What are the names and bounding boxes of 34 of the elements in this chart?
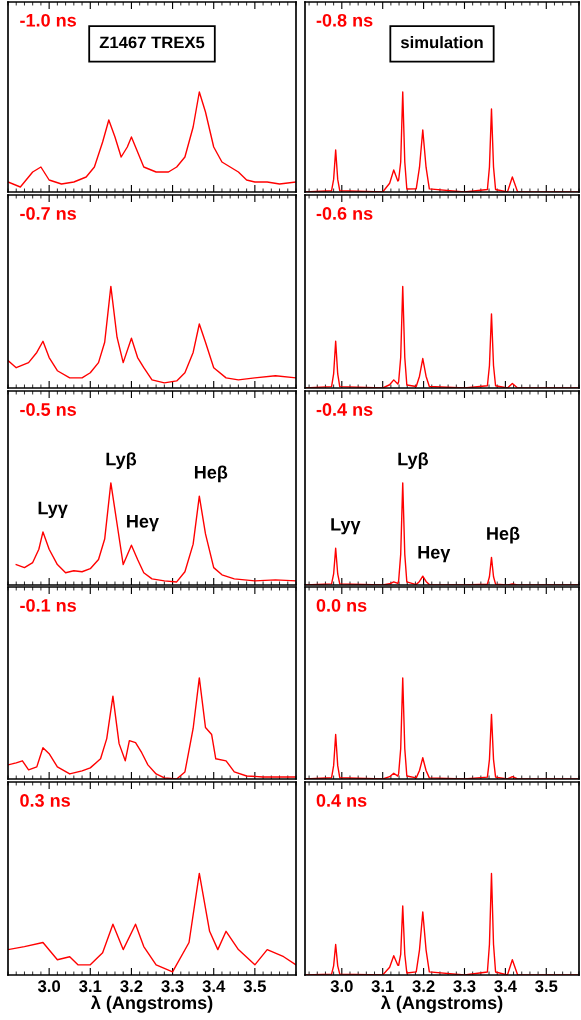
chart-title: 0.4 ns <box>316 794 367 807</box>
x-tick-label: 3.3 <box>453 980 476 993</box>
annotation: Heβ <box>194 465 228 483</box>
chart-title: -0.4 ns <box>316 403 373 416</box>
annotation: Lyγ <box>331 518 361 535</box>
x-tick-label: 3.1 <box>79 980 102 993</box>
x-tick-label: 3.0 <box>37 980 61 993</box>
chart-title: -0.5 ns <box>20 403 76 416</box>
annotation: Lyβ <box>398 452 428 470</box>
annotation: Lyβ <box>106 452 137 470</box>
chart-title: -0.1 ns <box>20 599 76 612</box>
x-tick-label: 3.4 <box>494 980 517 993</box>
x-tick-label: 3.5 <box>243 980 266 993</box>
text: Z1467 TREX5 <box>99 36 205 49</box>
x-axis-title: λ (Angstroms) <box>90 995 213 1013</box>
annotation: Heβ <box>487 526 520 544</box>
text: simulation <box>400 36 483 49</box>
x-tick-label: 3.4 <box>202 980 226 993</box>
x-axis-title: λ (Angstroms) <box>380 995 503 1013</box>
x-tick-label: 3.0 <box>330 980 353 993</box>
chart-title: -0.6 ns <box>316 207 373 220</box>
x-tick-label: 3.2 <box>412 980 435 993</box>
chart-title: -0.7 ns <box>20 207 76 220</box>
chart-title: -1.0 ns <box>20 13 76 27</box>
x-tick-label: 3.3 <box>161 980 184 993</box>
annotation: Heγ <box>418 546 451 563</box>
annotation: Heγ <box>127 515 159 532</box>
chart-title: 0.3 ns <box>20 794 70 807</box>
x-tick-label: 3.2 <box>120 980 143 993</box>
chart-title: 0.0 ns <box>316 599 367 612</box>
annotation: Lyγ <box>38 501 68 519</box>
chart-title: -0.8 ns <box>316 13 373 27</box>
x-tick-label: 3.5 <box>535 980 558 993</box>
x-tick-label: 3.1 <box>371 980 394 993</box>
